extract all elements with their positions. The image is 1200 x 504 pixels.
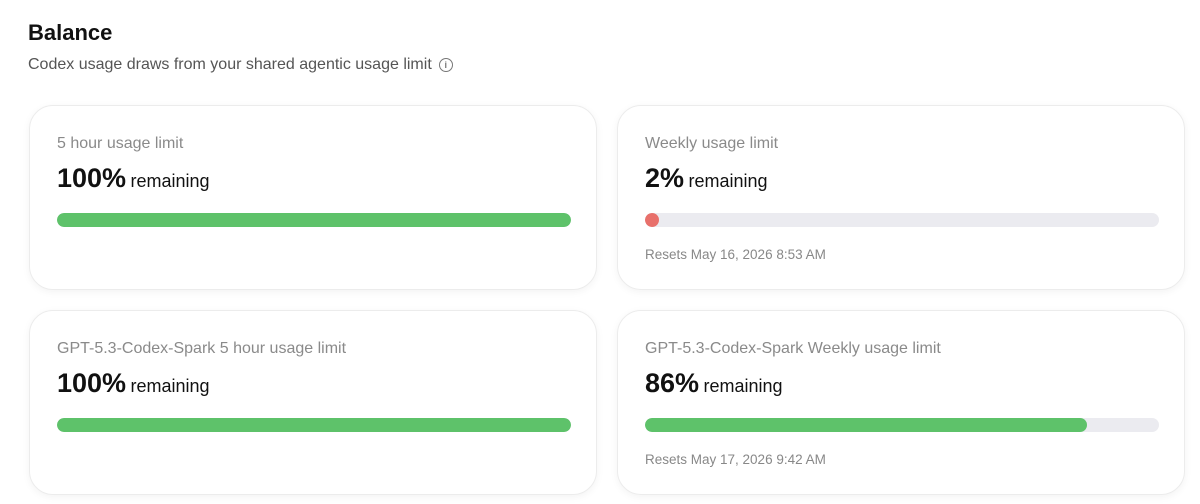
progress-fill [57,213,571,227]
usage-value-row: 86% remaining [645,368,783,399]
card-title: Weekly usage limit [645,135,779,152]
usage-card: Weekly usage limit 2% remaining Resets May… [617,105,1185,290]
reset-time: Resets May 17, 2026 9:42 AM [645,452,826,467]
usage-card: GPT-5.3-Codex-Spark 5 hour usage limit 10… [29,310,597,495]
usage-percent: 2% [645,163,685,193]
progress-fill [645,418,1088,432]
usage-value-row: 2% remaining [645,163,768,194]
usage-suffix: remaining [703,376,783,396]
usage-percent: 100% [57,163,127,193]
card-title: GPT-5.3-Codex-Spark Weekly usage limit [645,340,941,357]
usage-value-row: 100% remaining [57,368,210,399]
usage-card: 5 hour usage limit 100% remaining [29,105,597,290]
card-title: 5 hour usage limit [57,135,184,152]
progress-track [57,213,571,227]
usage-value-row: 100% remaining [57,163,210,194]
card-title: GPT-5.3-Codex-Spark 5 hour usage limit [57,340,347,357]
usage-suffix: remaining [130,376,210,396]
info-icon[interactable]: i [438,58,453,72]
usage-card: GPT-5.3-Codex-Spark Weekly usage limit 86… [617,310,1185,495]
usage-percent: 86% [645,368,700,398]
usage-suffix: remaining [130,171,210,191]
title: Balance [28,20,113,45]
reset-time: Resets May 16, 2026 8:53 AM [645,247,826,262]
subtitle-row: Codex usage draws from your shared agent… [28,56,453,74]
progress-track [645,418,1159,432]
progress-track [57,418,571,432]
usage-percent: 100% [57,368,127,398]
progress-fill [645,213,659,227]
progress-fill [57,418,571,432]
subtitle: Codex usage draws from your shared agent… [28,56,432,73]
progress-track [645,213,1159,227]
usage-suffix: remaining [688,171,768,191]
